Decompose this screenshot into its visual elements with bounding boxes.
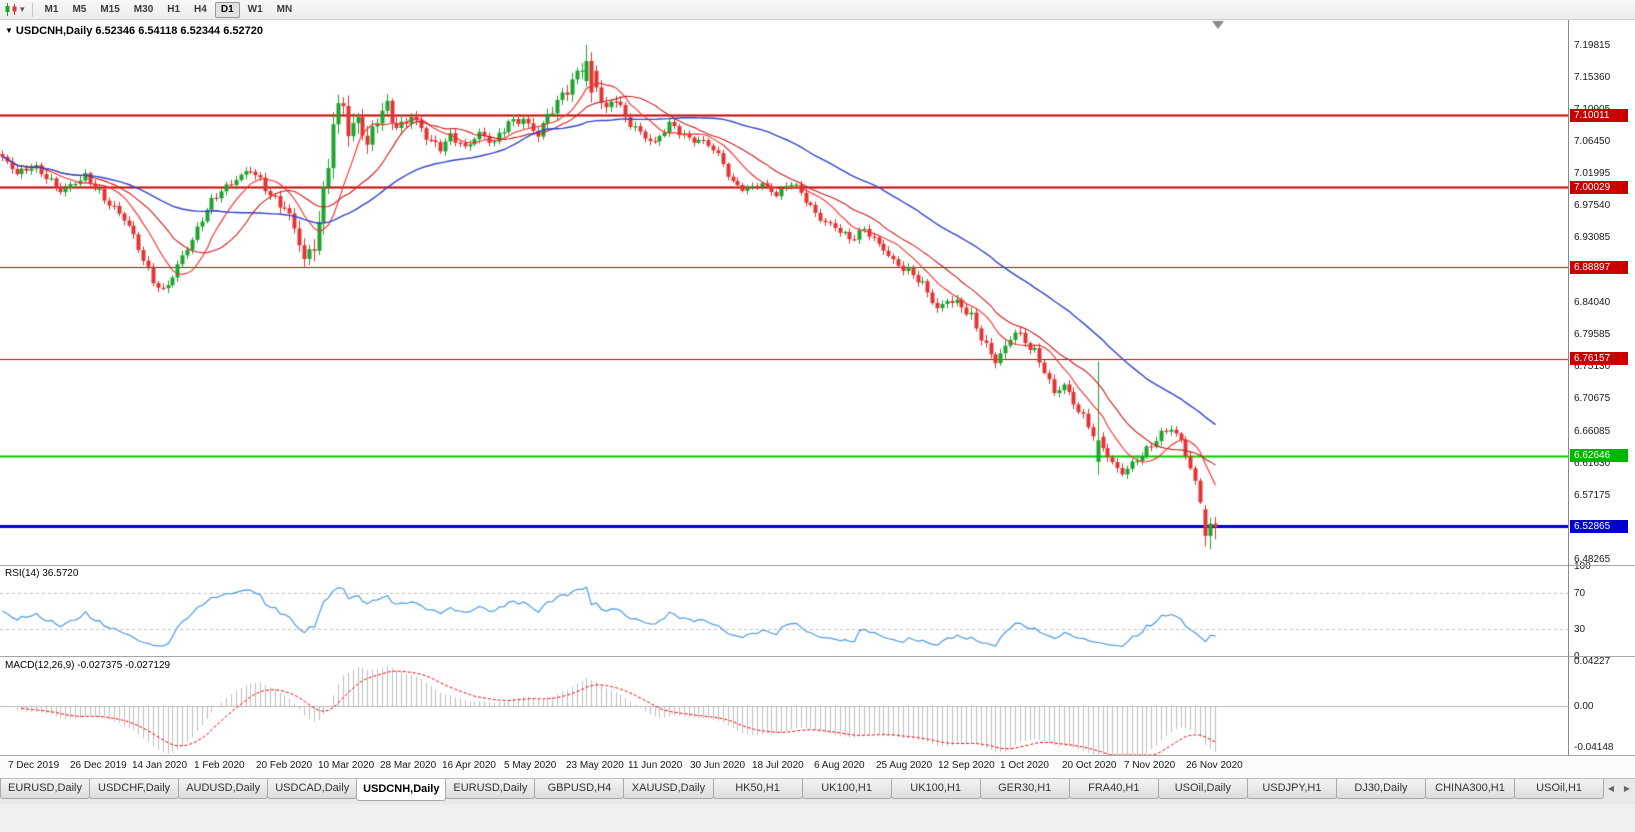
date-axis-label: 11 Jun 2020 [628,760,683,771]
chevron-down-icon[interactable]: ▾ [20,4,25,14]
price-axis-label: 6.79585 [1574,328,1611,340]
symbol-tab-usoil-h1-17[interactable]: USOil,H1 [1514,779,1605,799]
timeframe-button-mn[interactable]: MN [276,3,293,15]
price-axis-label: 6.97540 [1574,199,1611,211]
date-axis-label: 20 Feb 2020 [256,760,313,771]
macd-axis-label: 0.04227 [1574,655,1611,667]
price-axis-label: 6.93085 [1574,231,1611,243]
price-level-badge: 7.00029 [1570,180,1628,194]
macd-axis-label: 0.00 [1574,700,1594,712]
rsi-indicator-label: RSI(14) 36.5720 [5,568,79,579]
panel-separator-main-rsi[interactable] [0,565,1635,566]
symbol-tab-china300-h1-16[interactable]: CHINA300,H1 [1425,779,1516,799]
price-level-badge: 6.88897 [1570,260,1628,274]
timeframe-button-w1[interactable]: W1 [247,3,263,15]
date-axis-label: 7 Dec 2019 [8,760,60,771]
symbol-tab-uk100-h1-10[interactable]: UK100,H1 [890,779,981,799]
symbol-collapse-icon: ▼ [5,26,13,35]
chart-tab-bar: EURUSD,Daily USDCHF,Daily AUDUSD,Daily USDC… [0,778,1635,804]
price-axis-label: 7.06450 [1574,135,1611,147]
symbol-tab-xauusd-daily-7[interactable]: XAUUSD,Daily [623,779,714,799]
price-axis-label: 7.01995 [1574,167,1611,179]
panel-separator-rsi-macd[interactable] [0,656,1635,657]
macd-indicator-label: MACD(12,26,9) -0.027375 -0.027129 [5,660,171,671]
symbol-tab-usdjpy-h1-14[interactable]: USDJPY,H1 [1246,779,1337,799]
timeframe-button-h4[interactable]: H4 [194,3,207,15]
symbol-tab-audusd-daily-2[interactable]: AUDUSD,Daily [178,779,269,799]
symbol-tab-usdcnh-daily-4[interactable]: USDCNH,Daily [356,779,447,801]
chart-tabs: EURUSD,Daily USDCHF,Daily AUDUSD,Daily USDC… [0,779,1605,801]
date-axis-label: 28 Mar 2020 [380,760,437,771]
price-axis-label: 6.66085 [1574,425,1611,437]
date-axis-label: 30 Jun 2020 [690,760,746,771]
date-axis-label: 6 Aug 2020 [814,760,865,771]
symbol-tab-ger30-h1-11[interactable]: GER30,H1 [979,779,1070,799]
rsi-axis-label: 100 [1574,560,1591,572]
price-axis-label: 6.84040 [1574,296,1611,308]
timeframe-button-m5[interactable]: M5 [72,3,87,15]
symbol-tab-fra40-h1-12[interactable]: FRA40,H1 [1068,779,1159,799]
symbol-tab-uk100-h1-9[interactable]: UK100,H1 [801,779,892,799]
price-level-badge: 7.10011 [1570,108,1628,122]
date-axis-label: 16 Apr 2020 [442,760,496,771]
tab-scroll-left-button[interactable]: ◀ [1607,784,1615,793]
toolbar: ▾ M1 M5 M15 M30 H1 H4 D1 W1 MN [0,0,1635,20]
chart-title-text: USDCNH,Daily 6.52346 6.54118 6.52344 6.5… [15,25,263,37]
date-axis-label: 18 Jul 2020 [752,760,804,771]
symbol-tab-dj30-daily-15[interactable]: DJ30,Daily [1335,779,1426,799]
symbol-tab-usdcad-daily-3[interactable]: USDCAD,Daily [267,779,358,799]
symbol-tab-eurusd-daily-5[interactable]: EURUSD,Daily [445,779,536,799]
macd-axis-label: -0.04148 [1574,741,1614,753]
timeframe-button-h1[interactable]: H1 [167,3,181,15]
timeframe-button-m15[interactable]: M15 [100,3,120,15]
date-axis-label: 10 Mar 2020 [318,760,375,771]
price-axis-label: 6.48265 [1574,553,1611,565]
tab-scroll-right-button[interactable]: ▶ [1623,784,1631,793]
date-axis-label: 14 Jan 2020 [132,760,188,771]
timeframe-button-group: M1 M5 M15 M30 H1 H4 D1 W1 MN [38,1,300,18]
symbol-tab-eurusd-daily-0[interactable]: EURUSD,Daily [0,779,91,799]
price-axis-label: 6.75130 [1574,360,1611,372]
toolbar-separator [31,2,33,17]
price-axis-label: 7.19815 [1574,39,1611,51]
symbol-tab-usdchf-daily-1[interactable]: USDCHF,Daily [89,779,180,799]
panel-separator-macd-dates [0,755,1635,756]
price-level-badge: 6.76157 [1570,352,1628,366]
date-axis-label: 12 Sep 2020 [938,760,995,771]
time-axis: 7 Dec 2019 26 Dec 2019 14 Jan 2020 1 Feb 20… [0,756,1635,778]
date-axis-label: 23 May 2020 [566,760,624,771]
date-axis-label: 7 Nov 2020 [1124,760,1176,771]
price-chart-canvas[interactable] [0,0,1568,756]
candlestick-chart-icon[interactable] [4,3,19,16]
price-level-badge: 6.62646 [1570,449,1628,463]
chart-title: ▼ USDCNH,Daily 6.52346 6.54118 6.52344 6.… [5,25,263,37]
date-axis-label: 25 Aug 2020 [876,760,933,771]
date-axis-label: 26 Dec 2019 [70,760,127,771]
price-level-badge: 6.52865 [1570,519,1628,533]
symbol-tab-usoil-daily-13[interactable]: USOil,Daily [1157,779,1248,799]
rsi-axis-label: 30 [1574,623,1586,635]
status-strip [0,804,1635,832]
symbol-tab-hk50-h1-8[interactable]: HK50,H1 [712,779,803,799]
timeframe-button-m30[interactable]: M30 [133,3,154,15]
date-axis-label: 26 Nov 2020 [1186,760,1243,771]
timeframe-button-m1[interactable]: M1 [44,3,59,15]
date-axis-label: 5 May 2020 [504,760,557,771]
price-axis-label: 6.57175 [1574,489,1611,501]
rsi-axis-label: 70 [1574,587,1586,599]
price-axis-label: 6.70675 [1574,392,1611,404]
price-axis-border [1568,20,1569,756]
price-axis-label: 6.61630 [1574,457,1611,469]
date-axis-label: 1 Feb 2020 [194,760,245,771]
price-axis: 7.198157.153607.109057.064507.019956.975… [1569,20,1635,756]
date-axis-label: 1 Oct 2020 [1000,760,1049,771]
price-axis-label: 7.15360 [1574,71,1611,83]
timeframe-button-d1[interactable]: D1 [214,1,240,18]
symbol-tab-gbpusd-h4-6[interactable]: GBPUSD,H4 [534,779,625,799]
date-axis-label: 20 Oct 2020 [1062,760,1117,771]
